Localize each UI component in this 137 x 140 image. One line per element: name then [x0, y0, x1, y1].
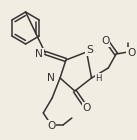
Text: S: S: [86, 45, 93, 55]
Text: N: N: [47, 73, 55, 83]
Text: H: H: [95, 74, 102, 82]
Text: O: O: [82, 103, 91, 113]
Text: O: O: [47, 121, 55, 131]
Text: O: O: [101, 36, 109, 46]
Text: N: N: [35, 49, 43, 59]
Text: O: O: [127, 48, 135, 58]
